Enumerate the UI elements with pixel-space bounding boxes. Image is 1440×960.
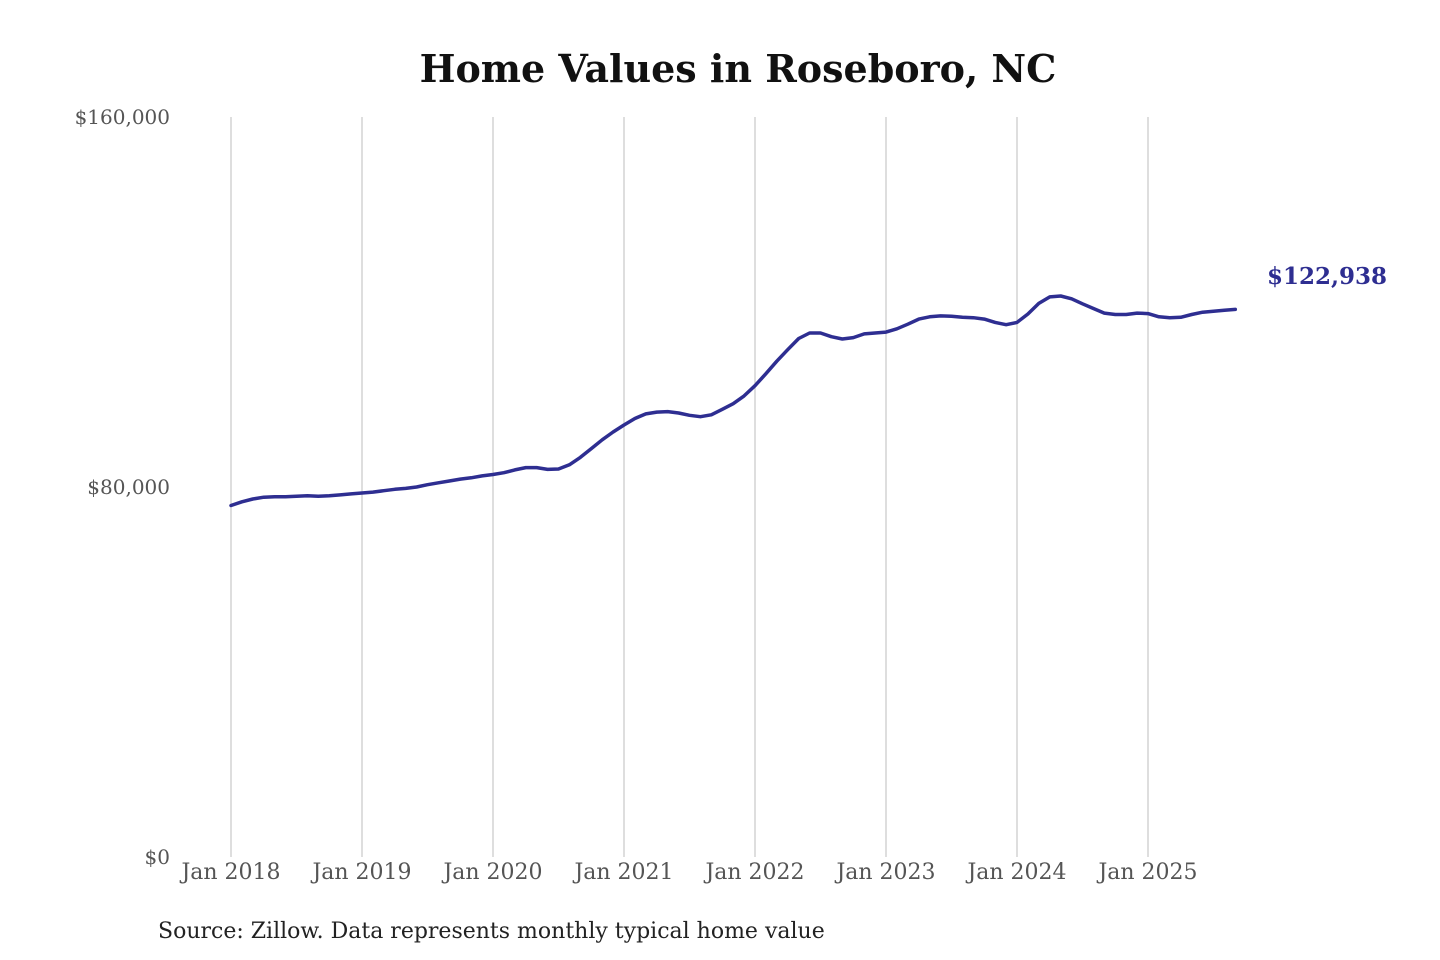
source-note: Source: Zillow. Data represents monthly … <box>158 919 825 944</box>
x-tick-label: Jan 2018 <box>179 860 280 885</box>
home-value-line <box>229 294 1238 508</box>
x-tick-label: Jan 2019 <box>310 860 411 885</box>
end-value-label: $122,938 <box>1267 263 1387 290</box>
x-tick-label: Jan 2020 <box>441 860 542 885</box>
y-tick-label: $0 <box>145 845 170 869</box>
x-tick-label: Jan 2022 <box>703 860 804 885</box>
x-axis-ticks: Jan 2018 Jan 2019 Jan 2020 Jan 2021 Jan 2022… <box>179 860 1197 885</box>
gridlines <box>230 117 1149 857</box>
x-tick-label: Jan 2024 <box>965 860 1066 885</box>
chart-title: Home Values in Roseboro, NC <box>420 46 1057 91</box>
x-tick-label: Jan 2023 <box>834 860 935 885</box>
y-tick-label: $80,000 <box>87 475 170 499</box>
x-tick-label: Jan 2025 <box>1096 860 1197 885</box>
y-axis-ticks: $0 $80,000 $160,000 <box>75 105 170 869</box>
y-tick-label: $160,000 <box>75 105 170 129</box>
x-tick-label: Jan 2021 <box>572 860 673 885</box>
